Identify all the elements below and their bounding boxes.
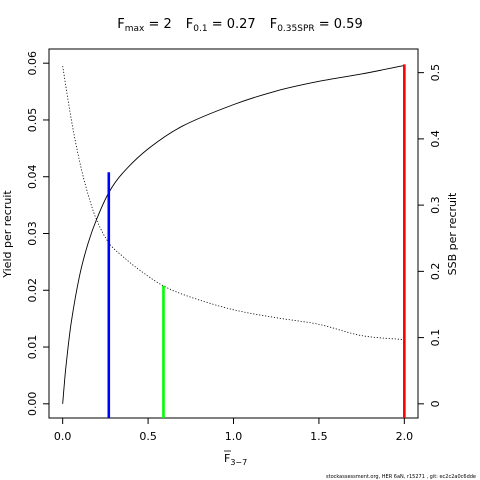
- ssb-per-recruit-line: [62, 65, 405, 340]
- title-f01-value: = 0.27: [208, 17, 256, 32]
- x-axis-label-sub: 3−7: [230, 458, 247, 467]
- title-fspr-sub: 0.35SPR: [277, 24, 314, 34]
- title-f01-base: F: [186, 17, 193, 32]
- chart-title: Fmax = 2 F0.1 = 0.27 F0.35SPR = 0.59: [117, 17, 362, 34]
- title-fmax-value: = 2: [144, 17, 171, 32]
- y-left-tick-label: 0.01: [26, 335, 39, 360]
- y-left-tick-label: 0.05: [26, 108, 39, 133]
- y-right-tick-label: 0.5: [429, 64, 442, 82]
- y-right-axis: 0 0.1 0.2 0.3 0.4 0.5: [418, 64, 442, 407]
- title-fmax-base: F: [117, 17, 124, 32]
- svg-text:F3−7: F3−7: [224, 452, 247, 467]
- x-tick-label: 1.5: [310, 430, 328, 443]
- x-tick-label: 2.0: [396, 430, 414, 443]
- y-left-tick-label: 0.06: [26, 51, 39, 76]
- title-fspr-base: F: [270, 17, 277, 32]
- title-f01-sub: 0.1: [193, 24, 207, 34]
- yield-per-recruit-line: [62, 65, 405, 404]
- series-layer: [62, 65, 405, 404]
- y-right-tick-label: 0: [429, 400, 442, 407]
- y-right-axis-label: SSB per recruit: [446, 192, 459, 275]
- reference-lines: [107, 64, 406, 418]
- x-tick-label: 0.0: [54, 430, 72, 443]
- x-axis-label: F3−7: [224, 450, 247, 467]
- y-left-tick-label: 0.00: [26, 392, 39, 417]
- y-left-tick-label: 0.02: [26, 278, 39, 303]
- footer-note: stockassessment.org, HER 6aN, r15271 , g…: [326, 474, 476, 480]
- x-tick-label: 1.0: [225, 430, 243, 443]
- x-axis: 0.0 0.5 1.0 1.5 2.0: [54, 418, 413, 443]
- y-right-tick-label: 0.3: [429, 196, 442, 214]
- y-left-axis: 0.00 0.01 0.02 0.03 0.04 0.05 0.06: [26, 51, 49, 416]
- x-tick-label: 0.5: [139, 430, 157, 443]
- y-right-tick-label: 0.1: [429, 329, 442, 347]
- title-fmax-sub: max: [125, 24, 145, 34]
- y-right-tick-label: 0.4: [429, 130, 442, 148]
- title-fspr-value: = 0.59: [315, 17, 363, 32]
- y-left-tick-label: 0.04: [26, 164, 39, 189]
- y-right-tick-label: 0.2: [429, 263, 442, 281]
- y-left-tick-label: 0.03: [26, 221, 39, 246]
- x-axis-label-base: F: [224, 452, 230, 465]
- y-left-axis-label: Yield per recruit: [1, 190, 14, 279]
